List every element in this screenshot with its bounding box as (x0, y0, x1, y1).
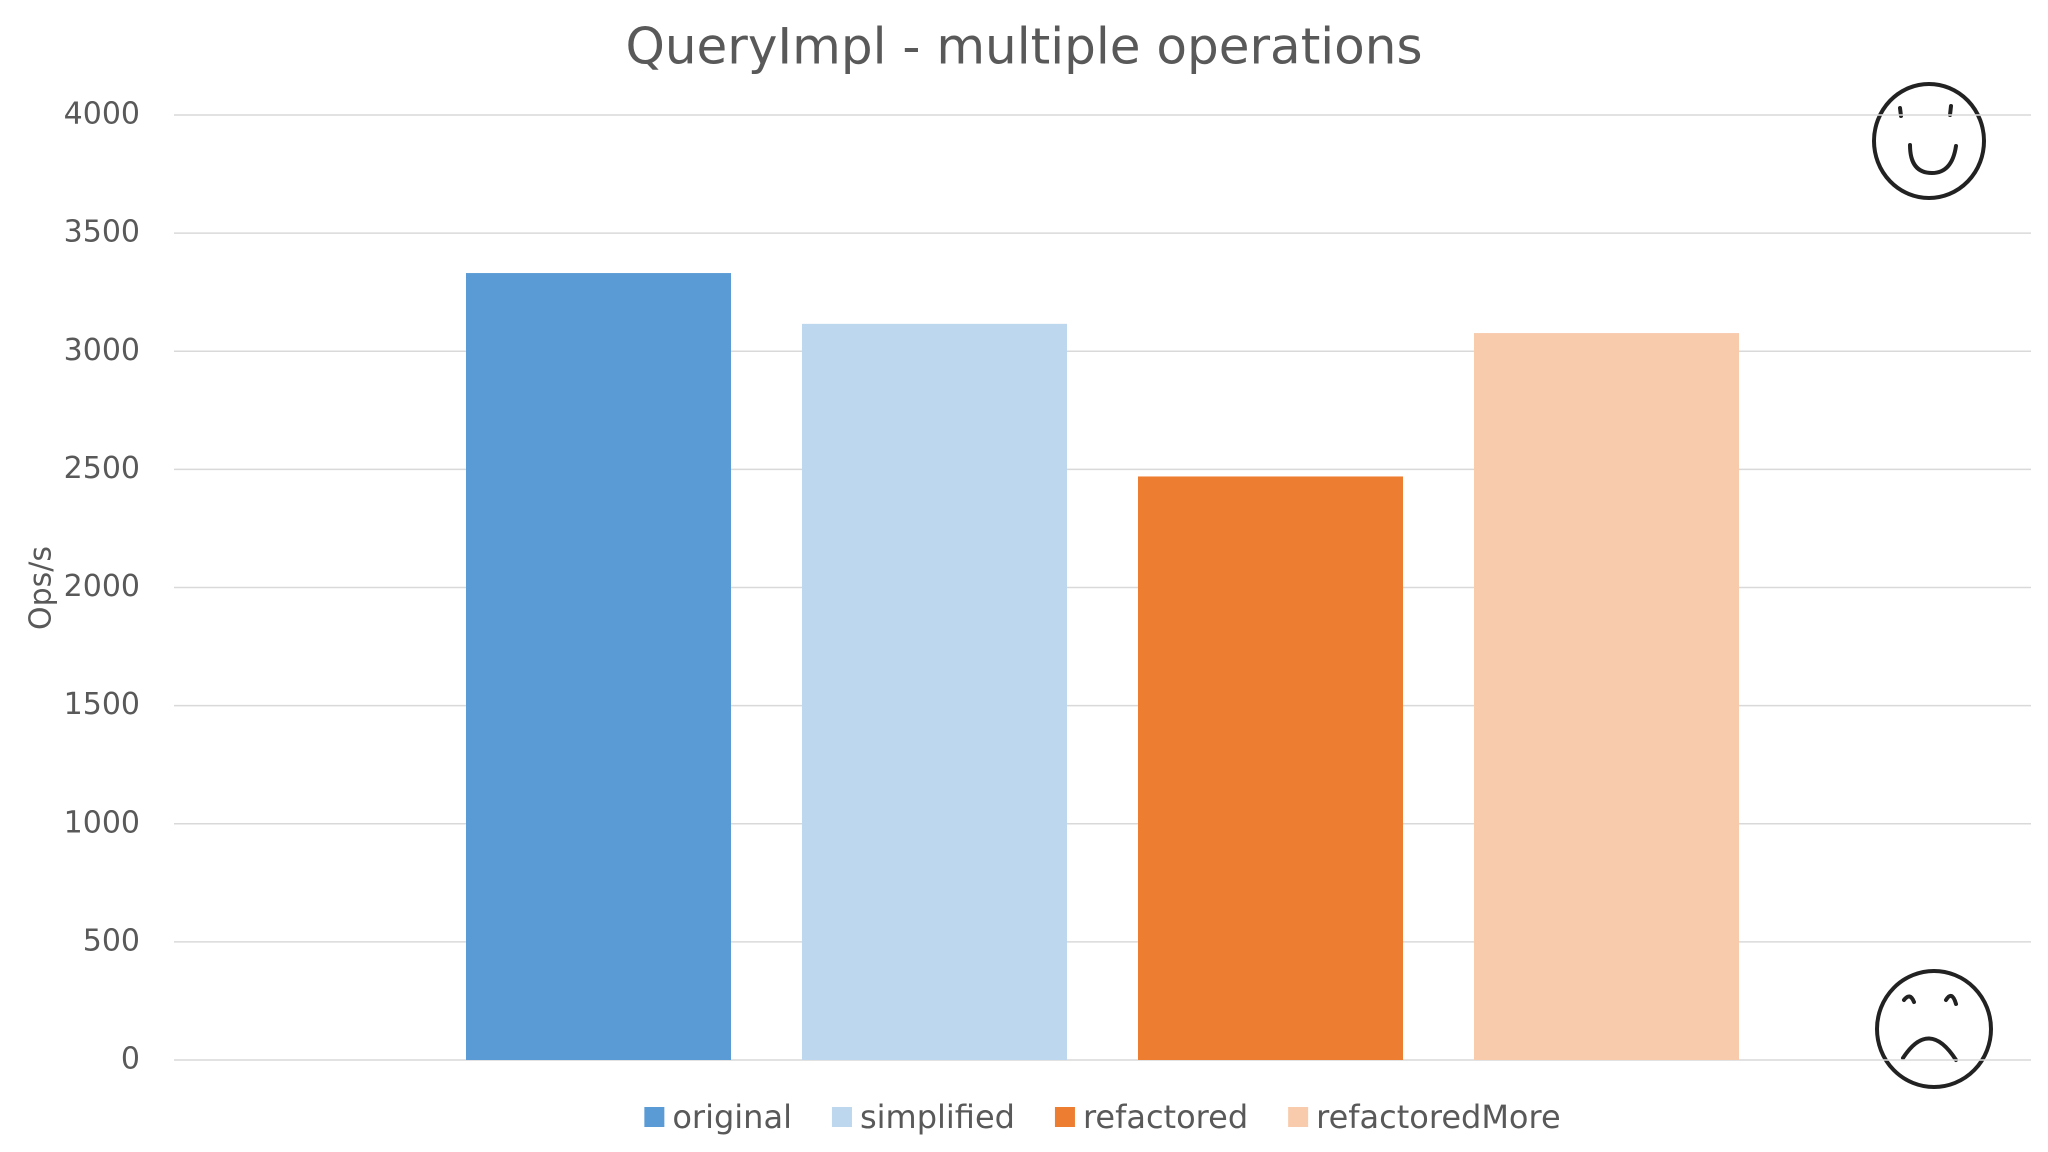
legend-swatch (644, 1107, 665, 1127)
bar (466, 273, 731, 1060)
legend-swatch (1054, 1107, 1075, 1127)
y-axis-label: Ops/s (24, 546, 59, 630)
y-tick-label: 500 (83, 923, 140, 958)
y-tick-label: 1500 (64, 687, 140, 722)
bar (802, 323, 1067, 1061)
y-tick-label: 2000 (64, 569, 140, 604)
legend-label: original (672, 1098, 792, 1136)
y-tick-label: 3500 (64, 215, 140, 250)
happy-face (1872, 82, 1986, 200)
y-tick-label: 2500 (64, 451, 140, 486)
y-tick-label: 1000 (64, 805, 140, 840)
bar (1138, 476, 1403, 1060)
legend-label: refactoredMore (1316, 1098, 1561, 1136)
legend-swatch (831, 1107, 852, 1127)
y-tick-label: 0 (121, 1042, 140, 1077)
legend-label: refactored (1083, 1098, 1248, 1136)
bar (1474, 333, 1739, 1061)
y-tick-label: 3000 (64, 333, 140, 368)
y-tick-label: 4000 (64, 97, 140, 132)
legend-label: simplified (860, 1098, 1015, 1136)
sad-face (1875, 969, 1993, 1089)
legend-swatch (1288, 1107, 1309, 1127)
chart-title: QueryImpl - multiple operations (625, 18, 1422, 76)
